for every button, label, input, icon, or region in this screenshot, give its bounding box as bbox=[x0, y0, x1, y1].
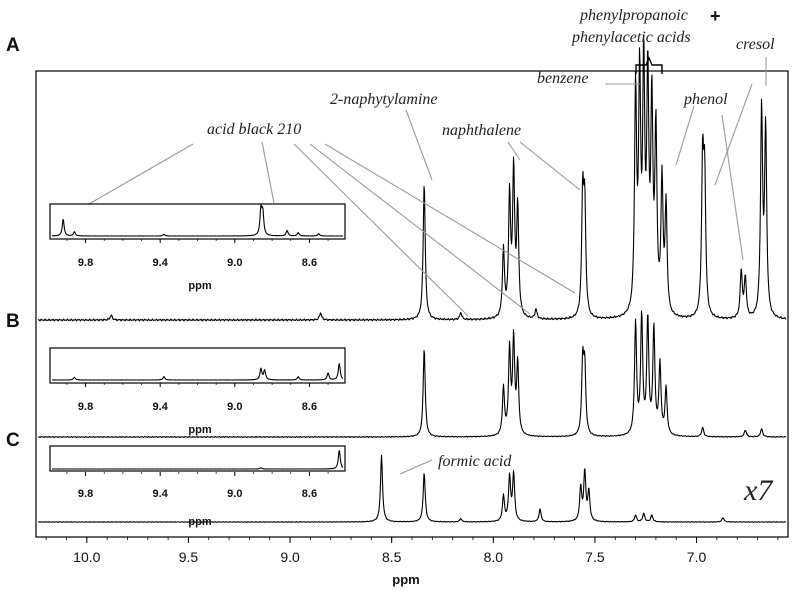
inset-c: 9.8 9.4 9.0 8.6 ppm bbox=[49, 445, 346, 528]
inset-c-spectrum bbox=[51, 450, 344, 470]
label-phenylpropanoic: phenylpropanoic bbox=[579, 7, 688, 24]
label-acid-black-210: acid black 210 bbox=[207, 121, 301, 138]
inset-tick-label: 9.0 bbox=[227, 257, 242, 269]
spectrum-b bbox=[37, 310, 787, 439]
inset-c-xlabel: ppm bbox=[188, 516, 211, 528]
inset-tick-label: 8.6 bbox=[302, 257, 317, 269]
label-plus: + bbox=[710, 6, 721, 26]
arrow-acid-black-3 bbox=[293, 143, 469, 317]
label-benzene: benzene bbox=[537, 70, 589, 87]
inset-c-ticks: 9.8 9.4 9.0 8.6 bbox=[66, 472, 329, 500]
inset-a: 9.8 9.4 9.0 8.6 ppm bbox=[49, 203, 346, 292]
label-phenylacetic: phenylacetic acids bbox=[571, 29, 691, 46]
x-tick-label: 10.0 bbox=[73, 549, 100, 565]
x-tick-label: 9.5 bbox=[179, 549, 199, 565]
arrow-acid-black-2 bbox=[261, 141, 275, 204]
x-tick-label: 8.5 bbox=[382, 549, 402, 565]
label-naphthylamine: 2-naphytylamine bbox=[330, 91, 438, 108]
arrow-cresol-1 bbox=[714, 83, 753, 186]
inset-b: 9.8 9.4 9.0 8.6 ppm bbox=[49, 347, 346, 436]
label-naphthalene: naphthalene bbox=[442, 122, 521, 139]
arrow-naphthylamine bbox=[405, 109, 433, 181]
x-tick-label: 8.0 bbox=[484, 549, 504, 565]
x-tick-label: 9.0 bbox=[280, 549, 300, 565]
inset-a-ticks: 9.8 9.4 9.0 8.6 bbox=[66, 239, 329, 269]
peak-bracket bbox=[635, 56, 663, 74]
spectrum-a bbox=[37, 35, 787, 322]
arrow-acid-black-1 bbox=[81, 143, 194, 209]
arrow-phenol-2 bbox=[721, 114, 744, 261]
arrow-naphthalene-2 bbox=[519, 141, 581, 191]
inset-tick-label: 9.8 bbox=[78, 488, 93, 500]
inset-tick-label: 9.4 bbox=[153, 488, 169, 500]
inset-tick-label: 9.4 bbox=[153, 401, 169, 413]
arrow-phenol-1 bbox=[675, 105, 695, 166]
x-tick-label: 7.0 bbox=[687, 549, 707, 565]
inset-tick-label: 8.6 bbox=[302, 488, 317, 500]
arrow-acid-black-5 bbox=[324, 143, 576, 294]
inset-tick-label: 9.8 bbox=[78, 401, 93, 413]
inset-b-ticks: 9.8 9.4 9.0 8.6 bbox=[66, 383, 329, 413]
label-phenol: phenol bbox=[683, 91, 728, 108]
arrow-formic-acid bbox=[399, 459, 433, 475]
inset-tick-label: 9.0 bbox=[227, 401, 242, 413]
inset-b-xlabel: ppm bbox=[188, 424, 211, 436]
x-axis: 10.0 9.5 9.0 8.5 8.0 7.5 7.0 bbox=[45, 537, 779, 565]
x-tick-label: 7.5 bbox=[585, 549, 605, 565]
panel-label-c: C bbox=[6, 430, 20, 451]
label-formic-acid: formic acid bbox=[438, 453, 512, 470]
inset-a-spectrum bbox=[51, 204, 344, 237]
inset-b-frame bbox=[49, 347, 346, 384]
inset-tick-label: 9.8 bbox=[78, 257, 93, 269]
inset-b-spectrum bbox=[51, 363, 344, 381]
inset-tick-label: 9.4 bbox=[153, 257, 169, 269]
arrow-naphthalene-1 bbox=[507, 141, 521, 161]
inset-c-frame bbox=[49, 445, 346, 472]
spectrum-c bbox=[37, 454, 787, 523]
annotation-arrows bbox=[81, 57, 767, 475]
inset-tick-label: 8.6 bbox=[302, 401, 317, 413]
inset-a-frame bbox=[49, 203, 346, 240]
panel-label-b: B bbox=[6, 311, 20, 332]
label-scale-x7: x7 bbox=[743, 474, 774, 507]
arrow-acid-black-4 bbox=[309, 143, 531, 315]
x-axis-label: ppm bbox=[392, 572, 419, 587]
panel-label-a: A bbox=[6, 35, 20, 56]
inset-a-xlabel: ppm bbox=[188, 280, 211, 292]
label-cresol: cresol bbox=[736, 36, 775, 53]
inset-tick-label: 9.0 bbox=[227, 488, 242, 500]
